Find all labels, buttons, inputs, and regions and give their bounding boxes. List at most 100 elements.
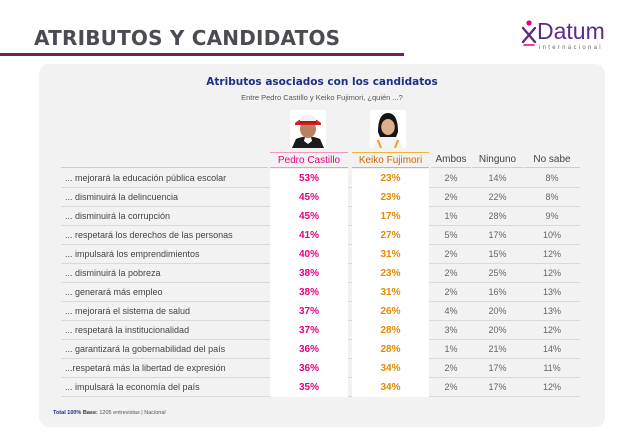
value-no-sabe: 12% — [542, 325, 561, 335]
row-label: ... respetará la institucionalidad — [65, 325, 190, 335]
value-ninguno: 28% — [488, 211, 507, 221]
value-ambos: 1% — [444, 344, 458, 354]
value-castillo: 45% — [270, 188, 348, 207]
table-row: ... impulsará los emprendimientos 40% 31% 2… — [61, 245, 580, 264]
table-row: ... respetará los derechos de las person… — [61, 226, 580, 245]
value-ambos: 3% — [444, 325, 458, 335]
value-ambos: 1% — [444, 211, 458, 221]
table-row: ... garantizará la gobernabilidad del pa… — [61, 340, 580, 359]
castillo-photo — [290, 110, 326, 148]
value-castillo: 35% — [270, 378, 348, 397]
value-ninguno: 17% — [488, 363, 507, 373]
value-no-sabe: 12% — [542, 382, 561, 392]
row-label: ... mejorará la educación pública escola… — [65, 173, 227, 183]
value-fujimori: 17% — [352, 207, 429, 226]
value-ninguno: 21% — [488, 344, 507, 354]
value-fujimori: 31% — [352, 283, 429, 302]
page-title: ATRIBUTOS Y CANDIDATOS — [34, 26, 341, 50]
table-row: ... disminuirá la delincuencia 45% 23% 2% 22… — [61, 188, 580, 207]
footnote: Total 100% Base: 1205 entrevistas | Naci… — [53, 410, 166, 416]
chart-title: Atributos asociados con los candidatos — [206, 76, 438, 88]
column-header-fujimori: Keiko Fujimori — [352, 152, 429, 168]
value-castillo: 37% — [270, 321, 348, 340]
table-row: ... mejorará el sistema de salud 37% 26% 4%… — [61, 302, 580, 321]
value-fujimori: 26% — [352, 302, 429, 321]
row-label: ... disminuirá la corrupción — [65, 211, 171, 221]
value-ninguno: 20% — [488, 325, 507, 335]
value-ninguno: 20% — [488, 306, 507, 316]
table-row: ... disminuirá la pobreza 38% 23% 2% 25% 12% — [61, 264, 580, 283]
value-no-sabe: 13% — [542, 287, 561, 297]
value-ambos: 2% — [444, 173, 458, 183]
value-castillo: 45% — [270, 207, 348, 226]
row-label: ... mejorará el sistema de salud — [65, 306, 191, 316]
value-no-sabe: 10% — [542, 230, 561, 240]
value-castillo: 40% — [270, 245, 348, 264]
value-ninguno: 22% — [488, 192, 507, 202]
logo-subtitle: internacional — [539, 45, 603, 51]
title-underline — [0, 53, 404, 56]
value-no-sabe: 8% — [545, 192, 559, 202]
datum-logo: Datum internacional — [520, 17, 630, 57]
value-no-sabe: 12% — [542, 249, 561, 259]
value-castillo: 41% — [270, 226, 348, 245]
value-castillo: 53% — [270, 169, 348, 188]
header-label-col — [61, 152, 268, 168]
value-fujimori: 23% — [352, 169, 429, 188]
value-ambos: 4% — [444, 306, 458, 316]
value-no-sabe: 12% — [542, 268, 561, 278]
value-no-sabe: 13% — [542, 306, 561, 316]
footnote-base-text: 1205 entrevistas | Nacional — [99, 410, 166, 416]
value-castillo: 38% — [270, 264, 348, 283]
table-row: ... respetará la institucionalidad 37% 28%… — [61, 321, 580, 340]
value-ambos: 2% — [444, 249, 458, 259]
chart-subtitle: Entre Pedro Castillo y Keiko Fujimori, ¿… — [241, 93, 403, 102]
column-header-castillo: Pedro Castillo — [270, 152, 348, 168]
value-fujimori: 27% — [352, 226, 429, 245]
value-castillo: 37% — [270, 302, 348, 321]
value-ambos: 2% — [444, 363, 458, 373]
datum-logo-icon — [521, 20, 537, 46]
value-no-sabe: 11% — [543, 363, 561, 373]
column-header-no-sabe: No sabe — [524, 152, 580, 168]
value-fujimori: 34% — [352, 359, 429, 378]
value-fujimori: 34% — [352, 378, 429, 397]
value-no-sabe: 9% — [545, 211, 559, 221]
row-label: ... impulsará la economía del país — [65, 382, 200, 392]
column-header-ninguno: Ninguno — [472, 152, 523, 168]
value-no-sabe: 8% — [545, 173, 559, 183]
logo-name: Datum — [537, 18, 605, 44]
value-ambos: 2% — [444, 287, 458, 297]
value-castillo: 38% — [270, 283, 348, 302]
value-ninguno: 15% — [488, 249, 507, 259]
row-label: ... disminuirá la delincuencia — [65, 192, 179, 202]
value-ambos: 5% — [444, 230, 458, 240]
row-label: ... disminuirá la pobreza — [65, 268, 161, 278]
row-label: ... impulsará los emprendimientos — [65, 249, 200, 259]
footnote-total: Total 100% — [53, 410, 82, 416]
column-header-ambos: Ambos — [431, 152, 471, 168]
value-ninguno: 17% — [488, 230, 507, 240]
value-ambos: 2% — [444, 192, 458, 202]
value-ninguno: 14% — [488, 173, 507, 183]
table-row: ... disminuirá la corrupción 45% 17% 1% 28% 9… — [61, 207, 580, 226]
value-fujimori: 28% — [352, 321, 429, 340]
row-label: ...respetará más la libertad de expresió… — [65, 363, 226, 373]
value-fujimori: 23% — [352, 264, 429, 283]
value-fujimori: 31% — [352, 245, 429, 264]
value-fujimori: 23% — [352, 188, 429, 207]
value-castillo: 36% — [270, 359, 348, 378]
fujimori-photo — [370, 110, 406, 148]
row-label: ... garantizará la gobernabilidad del pa… — [65, 344, 226, 354]
table-row: ...respetará más la libertad de expresió… — [61, 359, 580, 378]
value-ambos: 2% — [444, 382, 458, 392]
table-row: ... generará más empleo 38% 31% 2% 16% 13% — [61, 283, 580, 302]
value-ambos: 2% — [444, 268, 458, 278]
value-ninguno: 16% — [488, 287, 507, 297]
footnote-base-label: Base: — [82, 410, 98, 416]
row-label: ... respetará los derechos de las person… — [65, 230, 233, 240]
value-ninguno: 17% — [488, 382, 507, 392]
chart-card: Atributos asociados con los candidatos E… — [39, 64, 605, 427]
value-no-sabe: 14% — [542, 344, 561, 354]
table-row: ... impulsará la economía del país 35% 34%… — [61, 378, 580, 397]
